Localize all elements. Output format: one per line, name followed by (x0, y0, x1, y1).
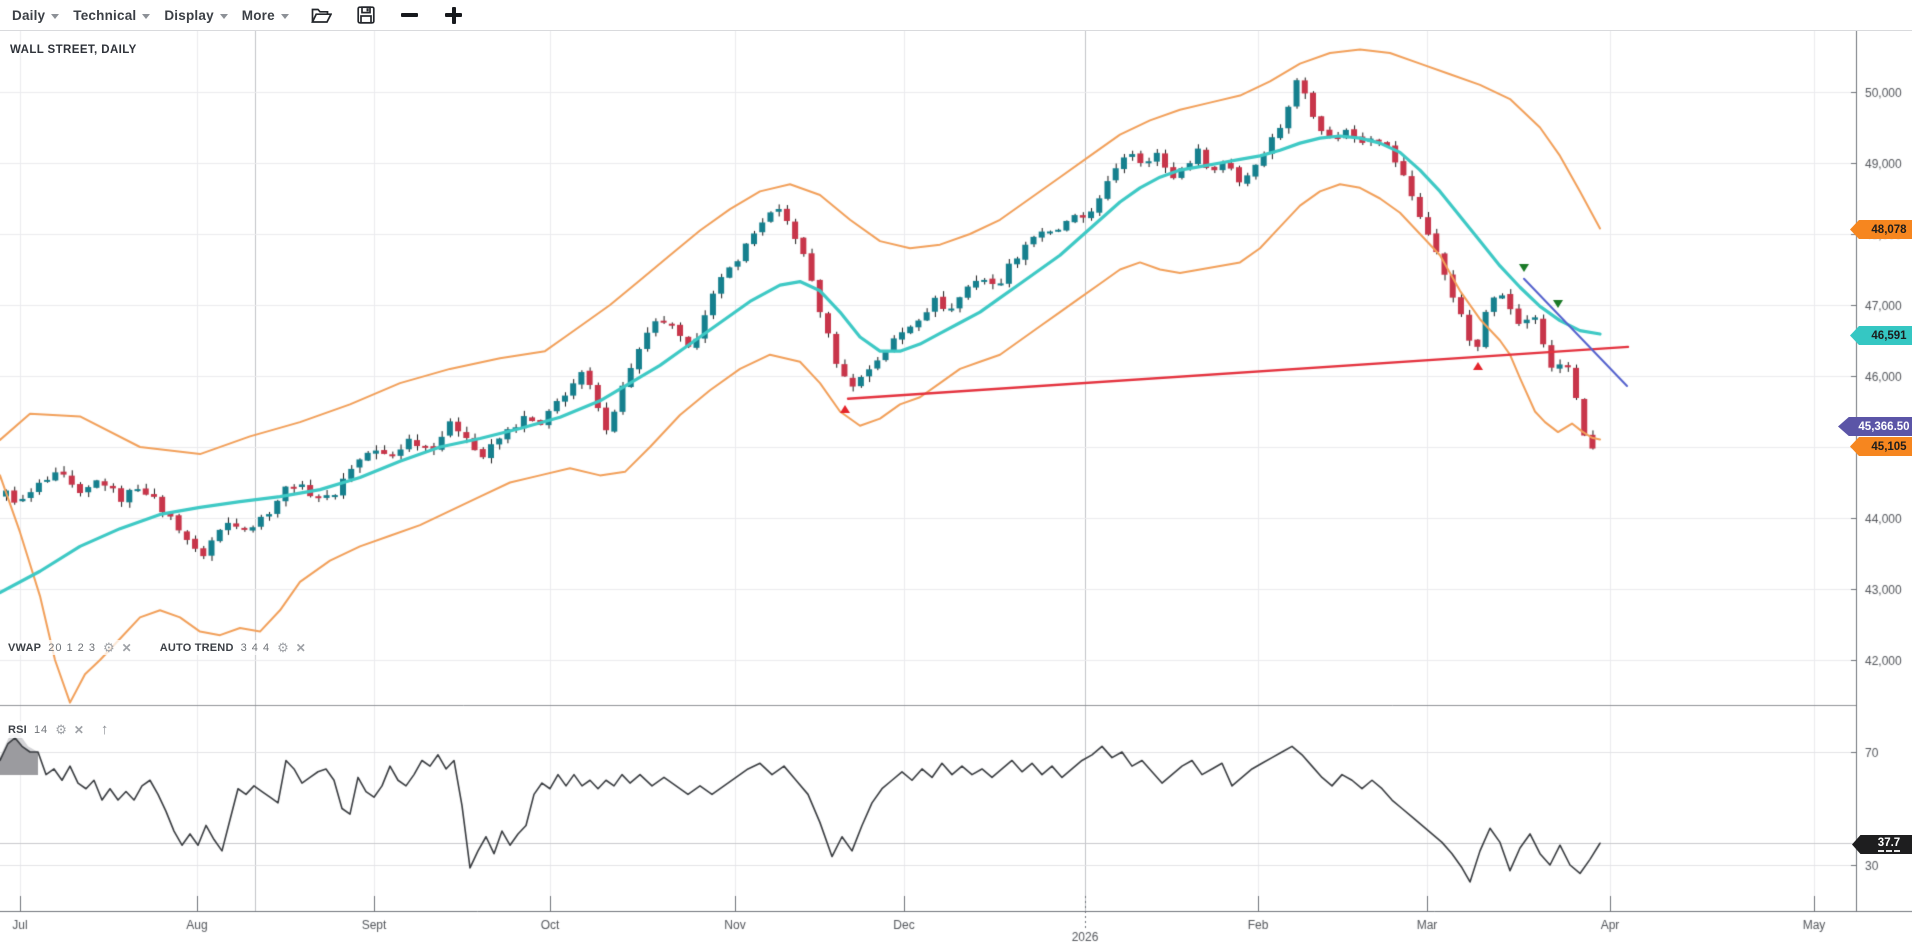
save-icon[interactable] (355, 4, 377, 26)
zoom-out-icon[interactable] (399, 4, 421, 26)
close-icon[interactable]: ✕ (295, 640, 306, 655)
rsi-indicator-row: RSI 14 ⚙ ✕ ↑ (6, 721, 113, 738)
upper-band-price-value: 48,078 (1871, 223, 1907, 236)
auto-trend-label: AUTO TREND (159, 641, 234, 654)
last-price-value: 45,366.50 (1858, 420, 1910, 433)
vwap-price-value: 46,591 (1871, 329, 1907, 342)
vwap-price-tag: 46,591 (1850, 326, 1912, 345)
close-icon[interactable]: ✕ (121, 640, 132, 655)
page-title: WALL STREET, DAILY (10, 44, 137, 56)
auto-trend-params: 3 4 4 (240, 641, 271, 654)
rsi-params: 14 (33, 723, 49, 736)
menu-display[interactable]: Display (164, 7, 228, 23)
chevron-down-icon (51, 13, 60, 19)
gear-icon[interactable]: ⚙ (102, 640, 115, 655)
last-price-tag: 45,366.50 (1838, 417, 1912, 436)
menu-technical[interactable]: Technical (73, 7, 151, 23)
rsi-current-value: 37.7 (1877, 837, 1901, 852)
toolbar: Daily Technical Display More (0, 0, 1912, 31)
menu-display-label: Display (164, 7, 214, 23)
lower-band-price-value: 45,105 (1871, 440, 1907, 453)
chevron-down-icon (142, 13, 151, 19)
menu-timeframe-label: Daily (12, 7, 46, 23)
upper-band-price-tag: 48,078 (1850, 220, 1912, 239)
open-folder-icon[interactable] (311, 4, 333, 26)
expand-up-icon[interactable]: ↑ (100, 721, 109, 738)
menu-more-label: More (241, 7, 275, 23)
close-icon[interactable]: ✕ (73, 722, 84, 737)
chevron-down-icon (280, 13, 289, 19)
zoom-in-icon[interactable] (443, 4, 465, 26)
chevron-down-icon (219, 13, 228, 19)
rsi-value-tag: 37.7 (1852, 835, 1912, 854)
overlay-indicator-row: VWAP 20 1 2 3 ⚙ ✕ AUTO TREND 3 4 4 ⚙ ✕ (6, 640, 310, 655)
gear-icon[interactable]: ⚙ (55, 722, 67, 737)
gear-icon[interactable]: ⚙ (277, 640, 289, 655)
vwap-params: 20 1 2 3 (48, 641, 96, 654)
lower-band-price-tag: 45,105 (1850, 437, 1912, 456)
menu-technical-label: Technical (73, 7, 137, 23)
vwap-label: VWAP (8, 641, 42, 654)
rsi-label: RSI (8, 723, 27, 736)
menu-more[interactable]: More (242, 8, 289, 23)
menu-timeframe[interactable]: Daily (12, 7, 60, 23)
